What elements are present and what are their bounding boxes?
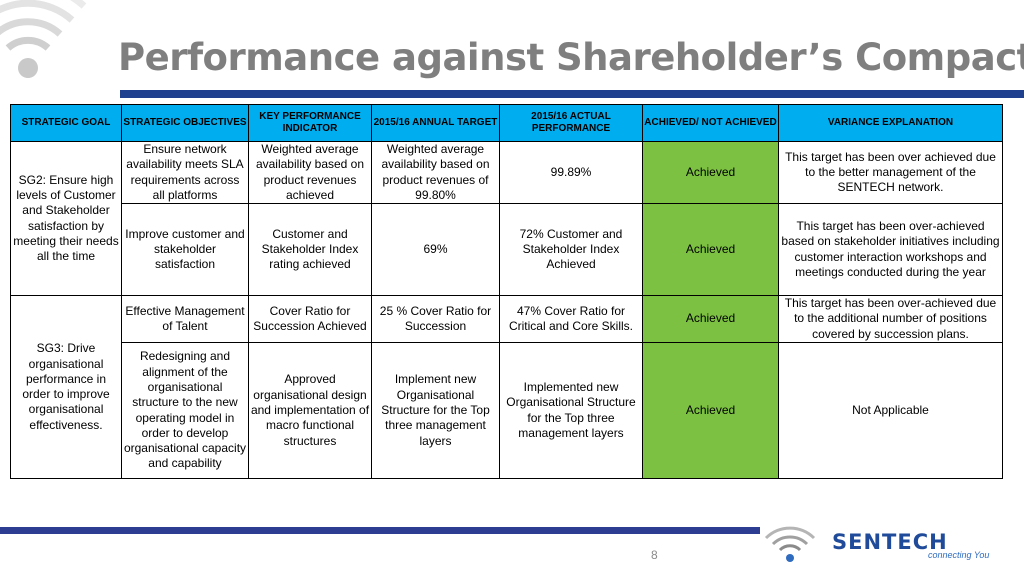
table-header-row: STRATEGIC GOAL STRATEGIC OBJECTIVES KEY … xyxy=(10,104,1003,142)
table-row: Improve customer and stakeholder satisfa… xyxy=(11,203,1003,297)
status-cell: Achieved xyxy=(642,342,779,480)
objective-cell: Ensure network availability meets SLA re… xyxy=(121,140,249,205)
header-actual-performance: 2015/16 ACTUAL PERFORMANCE xyxy=(499,104,643,142)
page-number: 8 xyxy=(651,548,658,562)
actual-cell: 47% Cover Ratio for Critical and Core Sk… xyxy=(499,295,643,344)
header-achieved: ACHIEVED/ NOT ACHIEVED xyxy=(642,104,779,142)
actual-cell: 99.89% xyxy=(499,140,643,205)
status-cell: Achieved xyxy=(642,203,779,297)
wifi-watermark-icon xyxy=(0,0,87,78)
kpi-cell: Cover Ratio for Succession Achieved xyxy=(248,295,372,344)
target-cell: Implement new Organisational Structure f… xyxy=(371,342,500,480)
kpi-cell: Approved organisational design and imple… xyxy=(248,342,372,480)
actual-cell: 72% Customer and Stakeholder Index Achie… xyxy=(499,203,643,297)
variance-cell: This target has been over-achieved due t… xyxy=(778,295,1003,344)
status-cell: Achieved xyxy=(642,295,779,344)
table-row: SG2: Ensure high levels of Customer and … xyxy=(10,140,1003,297)
variance-cell: This target has been over-achieved based… xyxy=(778,203,1003,297)
logo-wordmark: SENTECH xyxy=(832,530,948,554)
kpi-cell: Customer and Stakeholder Index rating ac… xyxy=(248,203,372,297)
actual-cell: Implemented new Organisational Structure… xyxy=(499,342,643,480)
header-variance: VARIANCE EXPLANATION xyxy=(778,104,1003,142)
variance-cell: Not Applicable xyxy=(778,342,1003,480)
kpi-cell: Weighted average availability based on p… xyxy=(248,140,372,205)
table-row: SG3: Drive organisational performance in… xyxy=(10,295,1003,480)
target-cell: 25 % Cover Ratio for Succession xyxy=(371,295,500,344)
target-cell: Weighted average availability based on p… xyxy=(371,140,500,205)
table-row: Redesigning and alignment of the organis… xyxy=(11,342,1003,480)
sentech-logo-icon xyxy=(764,526,816,562)
header-kpi: KEY PERFORMANCE INDICATOR xyxy=(248,104,372,142)
header-strategic-objectives: STRATEGIC OBJECTIVES xyxy=(121,104,249,142)
header-annual-target: 2015/16 ANNUAL TARGET xyxy=(371,104,500,142)
goal-cell-sg2: SG2: Ensure high levels of Customer and … xyxy=(10,140,122,297)
performance-table: STRATEGIC GOAL STRATEGIC OBJECTIVES KEY … xyxy=(10,104,1003,480)
footer-bar xyxy=(0,527,760,534)
objective-cell: Redesigning and alignment of the organis… xyxy=(121,342,249,480)
slide-title: Performance against Shareholder’s Compac… xyxy=(118,36,1024,79)
header-strategic-goal: STRATEGIC GOAL xyxy=(10,104,122,142)
goal-cell-sg3: SG3: Drive organisational performance in… xyxy=(10,295,122,480)
status-cell: Achieved xyxy=(642,140,779,205)
title-underline-bar xyxy=(120,90,1024,98)
objective-cell: Effective Management of Talent xyxy=(121,295,249,344)
variance-cell: This target has been over achieved due t… xyxy=(778,140,1003,205)
objective-cell: Improve customer and stakeholder satisfa… xyxy=(121,203,249,297)
logo-tagline: connecting You xyxy=(928,550,990,560)
target-cell: 69% xyxy=(371,203,500,297)
